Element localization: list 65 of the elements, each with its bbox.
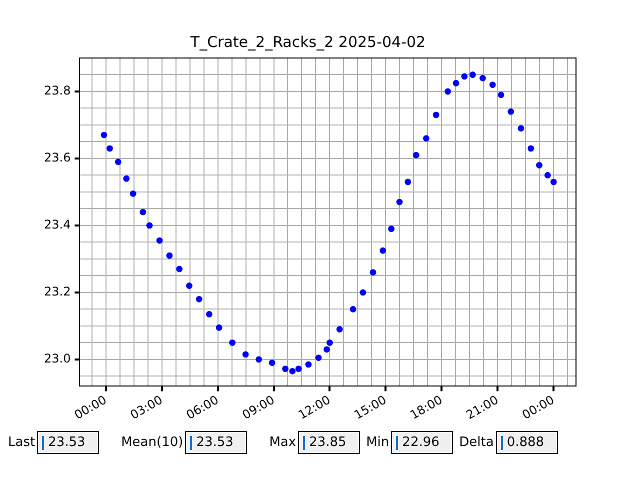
- point: [544, 172, 551, 178]
- point: [324, 346, 330, 353]
- point: [216, 324, 222, 331]
- point: [229, 339, 236, 346]
- text: Delta: [459, 435, 494, 450]
- text: 23.53: [185, 431, 248, 454]
- point: [315, 354, 322, 361]
- point: [106, 145, 113, 152]
- point: [326, 339, 333, 346]
- point: [186, 282, 192, 289]
- y-tick-label: 23.0: [44, 352, 71, 366]
- point: [370, 269, 376, 276]
- point: [380, 247, 386, 254]
- point: [518, 125, 524, 132]
- point: [130, 190, 136, 197]
- point: [336, 326, 343, 332]
- point: [550, 178, 557, 186]
- text: Mean(10): [121, 435, 184, 450]
- point: [452, 80, 460, 86]
- point: [282, 366, 289, 372]
- point: [289, 368, 296, 374]
- point: [114, 158, 122, 166]
- text: Max: [269, 435, 296, 450]
- point: [140, 208, 146, 216]
- point: [422, 135, 430, 142]
- y-tick-label: 23.6: [44, 150, 71, 165]
- point: [350, 306, 356, 312]
- y-tick-label: 23.8: [44, 84, 71, 98]
- point: [268, 360, 276, 366]
- point: [536, 162, 542, 168]
- point: [432, 112, 440, 118]
- point: [360, 289, 366, 296]
- point: [498, 92, 504, 98]
- point: [295, 366, 302, 372]
- point: [196, 296, 202, 302]
- point: [176, 266, 183, 272]
- point: [461, 73, 468, 80]
- point: [444, 88, 452, 95]
- point: [256, 356, 262, 363]
- point: [480, 74, 486, 82]
- point: [489, 82, 496, 88]
- point: [396, 198, 403, 206]
- text: 23.53: [37, 431, 100, 454]
- text: 22.96: [391, 431, 454, 454]
- point: [156, 237, 163, 244]
- point: [146, 222, 153, 229]
- point: [166, 252, 173, 259]
- point: [404, 178, 412, 186]
- point: [100, 132, 108, 138]
- point: [388, 226, 394, 232]
- point: [469, 72, 476, 78]
- text: 23.85: [298, 431, 360, 454]
- text: Min: [366, 435, 390, 450]
- point: [528, 145, 534, 152]
- point: [412, 152, 420, 158]
- y-tick-label: 23.2: [44, 284, 71, 299]
- point: [305, 361, 312, 368]
- y-tick-label: 23.4: [44, 218, 71, 232]
- text: Last: [8, 435, 36, 450]
- point: [508, 108, 514, 115]
- text: 0.888: [496, 431, 558, 454]
- point: [242, 351, 249, 358]
- point: [123, 175, 130, 182]
- point: [206, 311, 212, 318]
- chart-title: T_Crate_2_Racks_2 2025-04-02: [189, 32, 426, 51]
